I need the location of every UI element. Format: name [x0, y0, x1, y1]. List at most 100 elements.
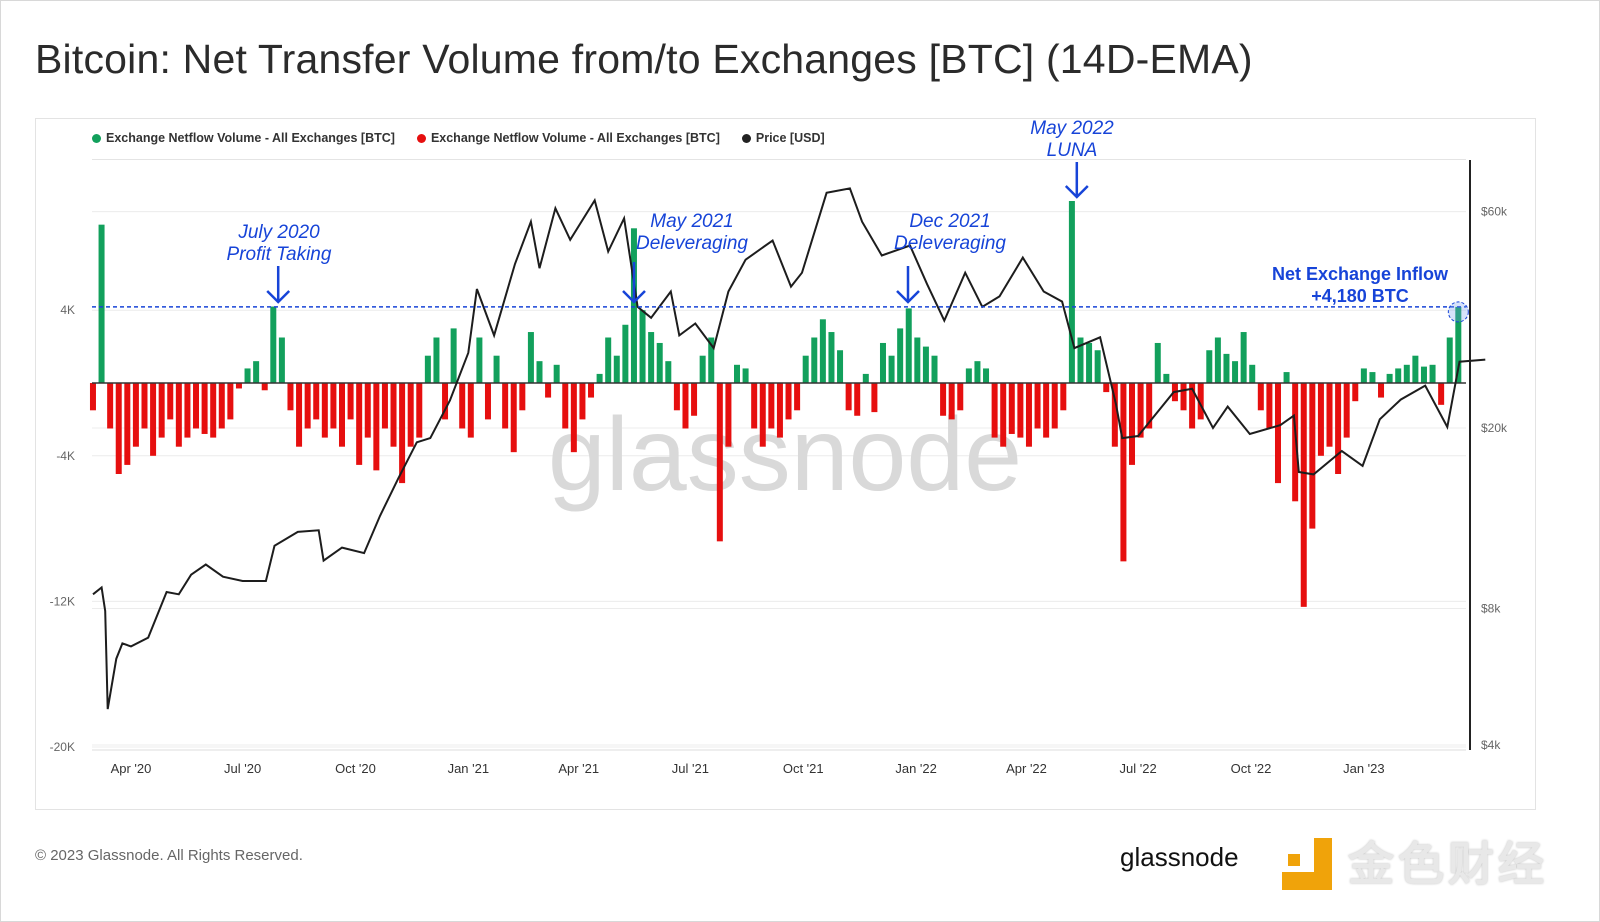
netflow-bar-outflow — [1274, 383, 1281, 484]
netflow-bar-inflow — [450, 328, 457, 383]
annotation-text: LUNA — [1047, 140, 1098, 161]
right-axis-tick-label: $8k — [1481, 602, 1501, 616]
netflow-bar-outflow — [510, 383, 517, 453]
netflow-bar-inflow — [1163, 373, 1170, 383]
netflow-bar-outflow — [115, 383, 122, 474]
netflow-bar-outflow — [1103, 383, 1110, 393]
x-axis-tick-label: Apr '22 — [1006, 761, 1047, 776]
netflow-bar-outflow — [210, 383, 217, 438]
netflow-bar-outflow — [484, 383, 491, 420]
netflow-bar-outflow — [296, 383, 303, 447]
netflow-bar-outflow — [1051, 383, 1058, 429]
netflow-bar-outflow — [1137, 383, 1144, 438]
netflow-bar-outflow — [416, 383, 423, 438]
netflow-bar-outflow — [1266, 383, 1273, 429]
netflow-bar-inflow — [1154, 342, 1161, 383]
watermark: glassnode — [548, 397, 1022, 513]
netflow-bar-outflow — [347, 383, 354, 420]
legend-dot-red — [416, 133, 426, 143]
netflow-bar-outflow — [193, 383, 200, 429]
netflow-bar-outflow — [991, 383, 998, 438]
netflow-bar-inflow — [665, 361, 672, 383]
netflow-bar-inflow — [98, 224, 105, 383]
annotation-text: May 2021 — [650, 211, 733, 232]
netflow-bar-outflow — [579, 383, 586, 420]
legend-item-netflow-negative[interactable]: Exchange Netflow Volume - All Exchanges … — [416, 131, 720, 145]
netflow-bar-outflow — [175, 383, 182, 447]
netflow-bar-outflow — [287, 383, 294, 411]
netflow-bar-inflow — [433, 337, 440, 383]
netflow-bar-outflow — [330, 383, 337, 429]
legend-item-price[interactable]: Price [USD] — [741, 131, 825, 145]
x-axis-tick-label: Jan '23 — [1343, 761, 1385, 776]
netflow-bar-outflow — [235, 383, 242, 389]
legend-dot-green — [92, 133, 101, 143]
netflow-bar-outflow — [570, 383, 577, 453]
x-axis-ticks: Apr '20 Jul '20 Oct '20 Jan '21 Apr '21 Jul '… — [111, 761, 1385, 776]
netflow-bar-inflow — [699, 355, 706, 383]
netflow-bar-outflow — [150, 383, 157, 456]
netflow-bar-outflow — [673, 383, 680, 411]
netflow-bar-inflow — [897, 328, 904, 383]
netflow-bar-outflow — [1189, 383, 1196, 429]
netflow-bar-outflow — [940, 383, 947, 416]
netflow-bar-outflow — [1438, 383, 1445, 405]
netflow-bar-outflow — [871, 383, 878, 413]
netflow-bar-inflow — [742, 368, 749, 383]
netflow-bar-outflow — [459, 383, 466, 429]
netflow-bar-inflow — [1094, 350, 1101, 383]
netflow-bar-inflow — [819, 319, 826, 383]
netflow-bar-inflow — [983, 368, 990, 383]
annotation-text: Deleveraging — [894, 233, 1006, 254]
netflow-bar-inflow — [476, 337, 483, 383]
netflow-bar-outflow — [158, 383, 165, 438]
netflow-bar-outflow — [1146, 383, 1153, 429]
netflow-bar-inflow — [862, 373, 869, 383]
chart-frame — [35, 118, 1536, 810]
logo-mark-icon — [1282, 838, 1332, 890]
netflow-bar-inflow — [708, 337, 715, 383]
netflow-bar-inflow — [424, 355, 431, 383]
netflow-bar-outflow — [1300, 383, 1307, 607]
netflow-bar-inflow — [1429, 364, 1436, 383]
netflow-bar-inflow — [536, 361, 543, 383]
legend-item-netflow-positive[interactable]: Exchange Netflow Volume - All Exchanges … — [92, 131, 395, 145]
netflow-bar-inflow — [648, 332, 655, 383]
netflow-bar-outflow — [1257, 383, 1264, 411]
netflow-bar-outflow — [107, 383, 114, 429]
netflow-bar-outflow — [124, 383, 131, 465]
netflow-bar-outflow — [390, 383, 397, 447]
x-axis-tick-label: Jul '22 — [1120, 761, 1157, 776]
netflow-bar-inflow — [656, 342, 663, 383]
netflow-bar-inflow — [922, 346, 929, 383]
netflow-bar-inflow — [974, 361, 981, 383]
netflow-bar-outflow — [184, 383, 191, 438]
netflow-bar-outflow — [1120, 383, 1127, 562]
netflow-bar-outflow — [562, 383, 569, 429]
right-axis-ticks: $60k $20k $8k $4k — [1481, 205, 1508, 752]
annotation: Net Exchange Inflow+4,180 BTC — [1272, 264, 1469, 323]
netflow-bar-inflow — [1403, 364, 1410, 383]
netflow-bar-outflow — [1034, 383, 1041, 429]
netflow-bar-outflow — [682, 383, 689, 429]
netflow-bar-outflow — [1378, 383, 1385, 398]
netflow-bar-outflow — [1180, 383, 1187, 411]
netflow-bar-outflow — [141, 383, 148, 429]
netflow-bar-inflow — [622, 324, 629, 383]
netflow-bar-inflow — [1360, 368, 1367, 383]
netflow-bar-inflow — [802, 355, 809, 383]
netflow-bar-outflow — [364, 383, 371, 438]
logo-glassnode-text: glassnode — [1120, 842, 1239, 872]
netflow-bar-inflow — [734, 364, 741, 383]
annotation-text: Dec 2021 — [909, 211, 990, 232]
annotation-text: July 2020 — [237, 222, 320, 243]
netflow-bar-inflow — [1086, 342, 1093, 383]
highlight-circle — [1447, 301, 1469, 323]
netflow-bar-inflow — [1206, 350, 1213, 383]
left-axis-tick-label: 4K — [60, 303, 75, 317]
netflow-bar-outflow — [588, 383, 595, 398]
netflow-bar-inflow — [828, 332, 835, 383]
netflow-bar-outflow — [1129, 383, 1136, 465]
legend: Exchange Netflow Volume - All Exchanges … — [92, 131, 825, 145]
